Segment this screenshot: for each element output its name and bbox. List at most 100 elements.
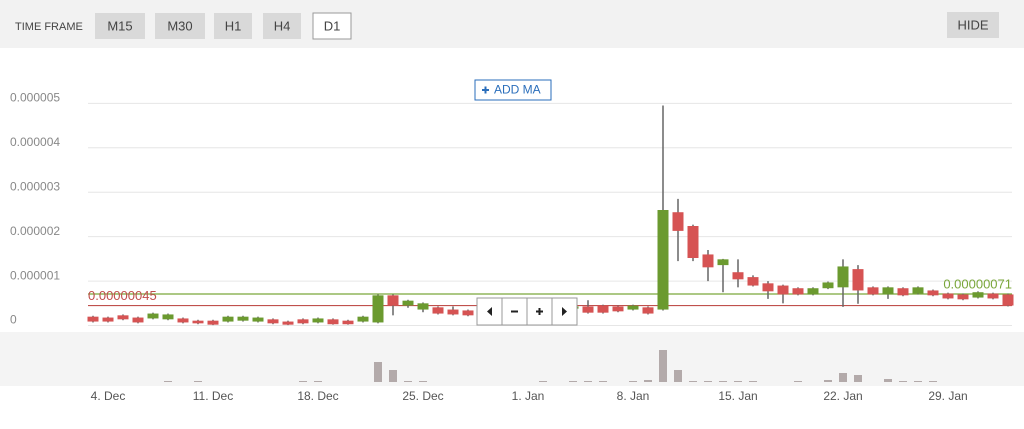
timeframe-buttons: M15 M30 H1 H4 D1 bbox=[95, 12, 352, 40]
y-tick-label: 0 bbox=[10, 313, 17, 327]
candle-body bbox=[177, 318, 189, 323]
candle-body bbox=[702, 254, 714, 268]
candle-body bbox=[777, 285, 789, 295]
volume-bar bbox=[704, 381, 712, 382]
candle-body bbox=[897, 288, 909, 296]
candle-body bbox=[627, 305, 639, 310]
add-ma-text[interactable]: ADD MA bbox=[494, 83, 541, 97]
x-tick-label: 11. Dec bbox=[193, 389, 233, 403]
nav-right[interactable] bbox=[562, 307, 567, 316]
x-tick-label: 1. Jan bbox=[512, 389, 545, 403]
x-tick-label: 15. Jan bbox=[718, 389, 757, 403]
volume-bar bbox=[314, 381, 322, 382]
candle-body bbox=[612, 306, 624, 312]
hide-button-text[interactable]: HIDE bbox=[957, 17, 988, 32]
volume-bar bbox=[884, 379, 892, 382]
candle-body bbox=[597, 305, 609, 313]
volume-bar bbox=[599, 381, 607, 382]
volume-bar bbox=[794, 381, 802, 382]
timeframe-button-text[interactable]: D1 bbox=[324, 18, 341, 33]
x-tick-label: 18. Dec bbox=[297, 389, 338, 403]
candle-body bbox=[657, 210, 669, 310]
price-line-label: 0.00000045 bbox=[88, 288, 157, 303]
volume-bar bbox=[929, 381, 937, 382]
candle-body bbox=[297, 319, 309, 324]
y-tick-label: 0.000004 bbox=[10, 135, 60, 149]
hide-button[interactable]: HIDE bbox=[947, 12, 999, 38]
hide-button-bg[interactable] bbox=[947, 12, 999, 38]
timeframe-button-bg[interactable] bbox=[95, 13, 145, 39]
candle-body bbox=[252, 317, 264, 322]
timeframe-button-text[interactable]: H1 bbox=[225, 18, 242, 33]
candle-body bbox=[117, 315, 129, 320]
timeframe-button[interactable]: H4 bbox=[263, 13, 301, 39]
volume-bar bbox=[569, 381, 577, 382]
volume-bar bbox=[194, 381, 202, 382]
candle-body bbox=[852, 269, 864, 291]
volume-bar bbox=[689, 381, 697, 382]
candle-body bbox=[882, 287, 894, 295]
nav-dividers bbox=[501, 298, 553, 325]
timeframe-button[interactable]: H1 bbox=[214, 13, 252, 39]
volume-bar bbox=[674, 370, 682, 382]
candle-body bbox=[792, 288, 804, 295]
volume-bar bbox=[854, 375, 862, 382]
volume-bar bbox=[899, 381, 907, 382]
volume-area bbox=[0, 332, 1024, 386]
timeframe-button-text[interactable]: H4 bbox=[274, 18, 291, 33]
candle-body bbox=[132, 317, 144, 323]
plus-icon bbox=[482, 86, 489, 94]
timeframe-button-bg[interactable] bbox=[155, 13, 205, 39]
candle-body bbox=[87, 316, 99, 322]
candle-body bbox=[162, 314, 174, 320]
candle-body bbox=[402, 300, 414, 306]
nav-left[interactable] bbox=[487, 307, 492, 316]
candle-body bbox=[222, 316, 234, 322]
price-line-label: 0.00000071 bbox=[943, 276, 1012, 291]
candle-body bbox=[237, 316, 249, 321]
candle-body bbox=[717, 259, 729, 266]
candle-body bbox=[957, 294, 969, 300]
plot: 0 0.000001 0.000002 0.000003 0.000004 0.00000… bbox=[10, 91, 1014, 403]
candle-body bbox=[417, 303, 429, 310]
volume-bar bbox=[419, 381, 427, 382]
volume-bar bbox=[839, 373, 847, 382]
candle-body bbox=[432, 307, 444, 314]
timeframe-button-text[interactable]: M15 bbox=[107, 18, 132, 33]
candle-body bbox=[912, 287, 924, 294]
candle-body bbox=[372, 295, 384, 323]
candle-body bbox=[672, 212, 684, 231]
timeframe-button-bg[interactable] bbox=[263, 13, 301, 39]
candle-body bbox=[687, 226, 699, 258]
timeframe-button-bg[interactable] bbox=[312, 12, 352, 40]
volume-bar bbox=[389, 370, 397, 382]
volume-bar bbox=[719, 381, 727, 382]
candle-body bbox=[582, 306, 594, 313]
candle-body bbox=[942, 293, 954, 299]
add-ma-bg[interactable] bbox=[474, 79, 552, 101]
candle-body bbox=[147, 313, 159, 319]
candle-body bbox=[642, 307, 654, 314]
nav-zoom-in[interactable] bbox=[536, 308, 543, 315]
timeframe-button-bg[interactable] bbox=[214, 13, 252, 39]
candle-body bbox=[102, 317, 114, 322]
volume-bar bbox=[374, 362, 382, 382]
candle-body bbox=[357, 316, 369, 322]
volume-bar bbox=[644, 380, 652, 382]
volume-bar bbox=[629, 381, 637, 382]
timeframe-button[interactable]: M15 bbox=[95, 13, 145, 39]
timeframe-button[interactable]: D1 bbox=[312, 12, 352, 40]
x-tick-label: 29. Jan bbox=[928, 389, 967, 403]
timeframe-button[interactable]: M30 bbox=[155, 13, 205, 39]
candle-body bbox=[282, 321, 294, 325]
candle-body bbox=[342, 320, 354, 325]
timeframe-button-text[interactable]: M30 bbox=[167, 18, 192, 33]
add-ma-button[interactable]: ADD MA bbox=[474, 79, 552, 101]
candle-body bbox=[987, 293, 999, 299]
candle-body bbox=[747, 277, 759, 286]
x-tick-label: 4. Dec bbox=[91, 389, 126, 403]
x-tick-label: 22. Jan bbox=[823, 389, 862, 403]
candle-body bbox=[312, 318, 324, 323]
x-tick-label: 8. Jan bbox=[617, 389, 650, 403]
candle-body bbox=[867, 287, 879, 295]
